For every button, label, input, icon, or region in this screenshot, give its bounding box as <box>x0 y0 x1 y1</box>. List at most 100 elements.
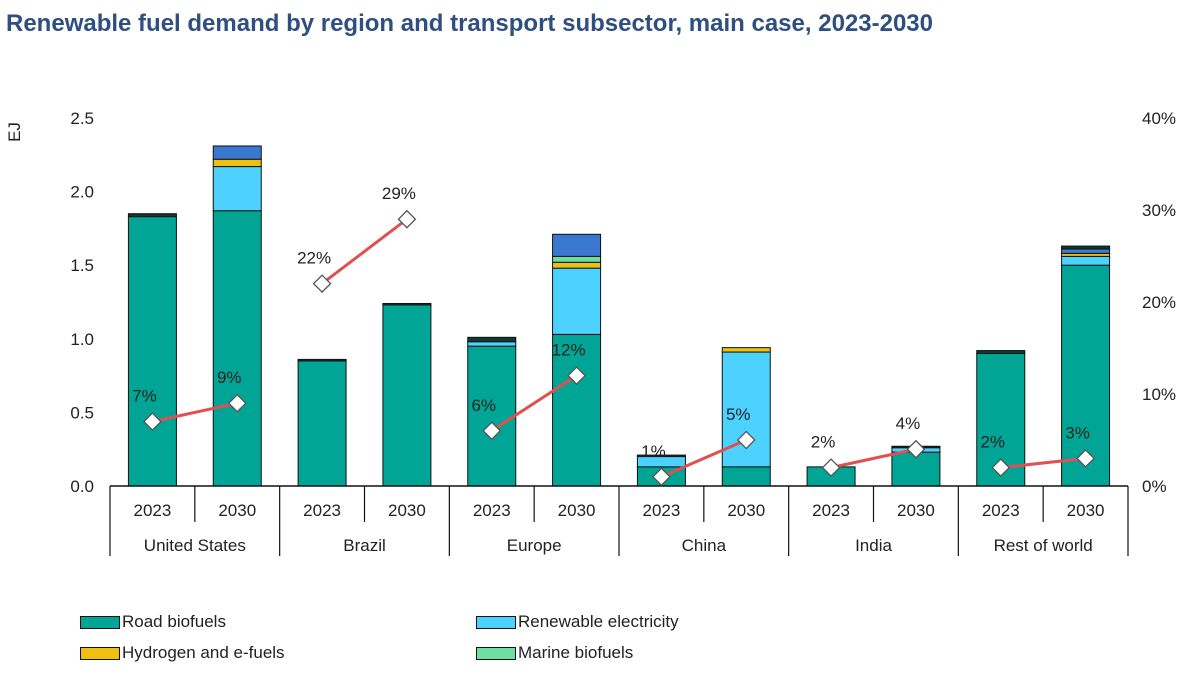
legend-swatch-road-biofuels <box>80 615 120 629</box>
x-tick-label: 2023 <box>643 501 681 520</box>
legend-label-road-biofuels: Road biofuels <box>122 612 226 631</box>
share-label: 9% <box>217 368 242 387</box>
legend-swatch-hydrogen-e-fuels <box>80 646 120 660</box>
bar-top-segment <box>636 454 686 458</box>
bar-hydrogen-and-e-fuels <box>552 261 602 269</box>
x-tick-label: 2030 <box>727 501 765 520</box>
bar-top-segment <box>976 350 1026 355</box>
share-label: 2% <box>811 433 836 452</box>
y2-tick-label: 10% <box>1142 385 1176 404</box>
share-marker <box>397 209 417 229</box>
legend-label-renewable-electricity: Renewable electricity <box>518 612 679 631</box>
share-label: 4% <box>896 414 921 433</box>
y-tick-label: 2.0 <box>70 183 94 202</box>
y2-tick-label: 20% <box>1142 293 1176 312</box>
bar-top-segment <box>382 302 432 306</box>
legend-label-marine-biofuels: Marine biofuels <box>518 643 634 662</box>
bar-hydrogen-and-e-fuels <box>721 347 771 353</box>
bar-marine-biofuels <box>552 255 602 263</box>
x-tick-label: 2023 <box>134 501 172 520</box>
legend: Road biofuels Renewable electricity Hydr… <box>80 612 840 672</box>
share-marker <box>482 421 502 441</box>
y2-tick-label: 0% <box>1142 477 1167 496</box>
bar-renewable-electricity <box>212 166 262 212</box>
bar-renewable-electricity <box>1061 255 1111 266</box>
share-marker <box>991 458 1011 478</box>
legend-swatch-marine-biofuels <box>476 646 516 660</box>
share-line <box>490 374 578 433</box>
y2-tick-label: 40% <box>1142 109 1176 128</box>
y-tick-label: 1.0 <box>70 330 94 349</box>
legend-item-renewable-electricity: Renewable electricity <box>476 612 679 632</box>
y-tick-label: 0.0 <box>70 477 94 496</box>
bar-top-segment <box>297 358 347 362</box>
share-label: 12% <box>552 341 586 360</box>
x-tick-label: 2030 <box>1067 501 1105 520</box>
bar-road-biofuels <box>212 210 262 487</box>
bar-top-segment <box>127 213 177 218</box>
legend-item-road-biofuels: Road biofuels <box>80 612 226 632</box>
share-label: 7% <box>132 387 157 406</box>
legend-item-marine-biofuels: Marine biofuels <box>476 643 633 663</box>
group-label: China <box>682 536 727 555</box>
x-tick-label: 2023 <box>812 501 850 520</box>
bar-road-biofuels <box>467 345 517 487</box>
group-label: India <box>855 536 892 555</box>
group-label: United States <box>144 536 246 555</box>
share-line <box>660 438 747 479</box>
share-line <box>321 218 408 285</box>
bar-road-biofuels <box>297 360 347 487</box>
x-tick-label: 2030 <box>388 501 426 520</box>
share-marker <box>906 439 926 459</box>
share-marker <box>312 274 332 294</box>
bar-top-segment <box>1061 245 1111 250</box>
bar-road-biofuels <box>382 304 432 487</box>
bar-renewable-electricity <box>467 341 517 347</box>
bar-top-segment <box>467 336 517 343</box>
share-marker <box>143 412 162 432</box>
share-label: 2% <box>980 433 1005 452</box>
bar-road-biofuels <box>127 216 177 487</box>
bar-other <box>552 233 602 257</box>
share-marker <box>821 458 841 478</box>
y2-tick-label: 30% <box>1142 201 1176 220</box>
x-tick-label: 2023 <box>303 501 341 520</box>
share-marker <box>652 467 671 487</box>
share-label: 29% <box>382 184 416 203</box>
x-tick-label: 2030 <box>897 501 935 520</box>
share-marker <box>567 366 586 386</box>
bar-road-biofuels <box>721 466 771 487</box>
chart-title: Renewable fuel demand by region and tran… <box>6 10 933 37</box>
x-tick-label: 2023 <box>982 501 1020 520</box>
share-label: 5% <box>726 405 751 424</box>
group-label: Brazil <box>343 536 386 555</box>
share-label: 6% <box>471 396 496 415</box>
group-label: Europe <box>507 536 562 555</box>
legend-swatch-renewable-electricity <box>476 615 516 629</box>
x-tick-label: 2030 <box>558 501 596 520</box>
share-line <box>152 401 238 424</box>
bar-hydrogen-and-e-fuels <box>212 158 262 168</box>
y-tick-label: 2.5 <box>70 109 94 128</box>
share-line <box>830 447 917 470</box>
group-label: Rest of world <box>994 536 1093 555</box>
share-line <box>1000 456 1086 470</box>
y-axis-label: EJ <box>5 122 24 142</box>
share-marker <box>1076 448 1095 468</box>
bar-other <box>1061 248 1111 254</box>
share-label: 1% <box>641 442 666 461</box>
legend-item-hydrogen-e-fuels: Hydrogen and e-fuels <box>80 643 285 663</box>
x-tick-label: 2023 <box>473 501 511 520</box>
bar-other <box>212 145 262 160</box>
share-label: 3% <box>1065 423 1090 442</box>
bar-road-biofuels <box>552 333 602 487</box>
share-label: 22% <box>297 249 331 268</box>
bar-renewable-electricity <box>552 267 602 335</box>
y-tick-label: 1.5 <box>70 256 94 275</box>
y-tick-label: 0.5 <box>70 403 94 422</box>
share-marker <box>227 393 247 413</box>
share-marker <box>736 430 756 450</box>
x-tick-label: 2030 <box>218 501 256 520</box>
legend-label-hydrogen-e-fuels: Hydrogen and e-fuels <box>122 643 285 662</box>
